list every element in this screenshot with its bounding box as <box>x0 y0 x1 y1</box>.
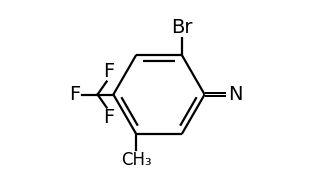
Text: CH₃: CH₃ <box>121 151 151 169</box>
Text: F: F <box>103 62 114 81</box>
Text: F: F <box>103 108 114 127</box>
Text: Br: Br <box>171 18 193 37</box>
Text: F: F <box>69 85 80 104</box>
Text: N: N <box>228 85 243 104</box>
